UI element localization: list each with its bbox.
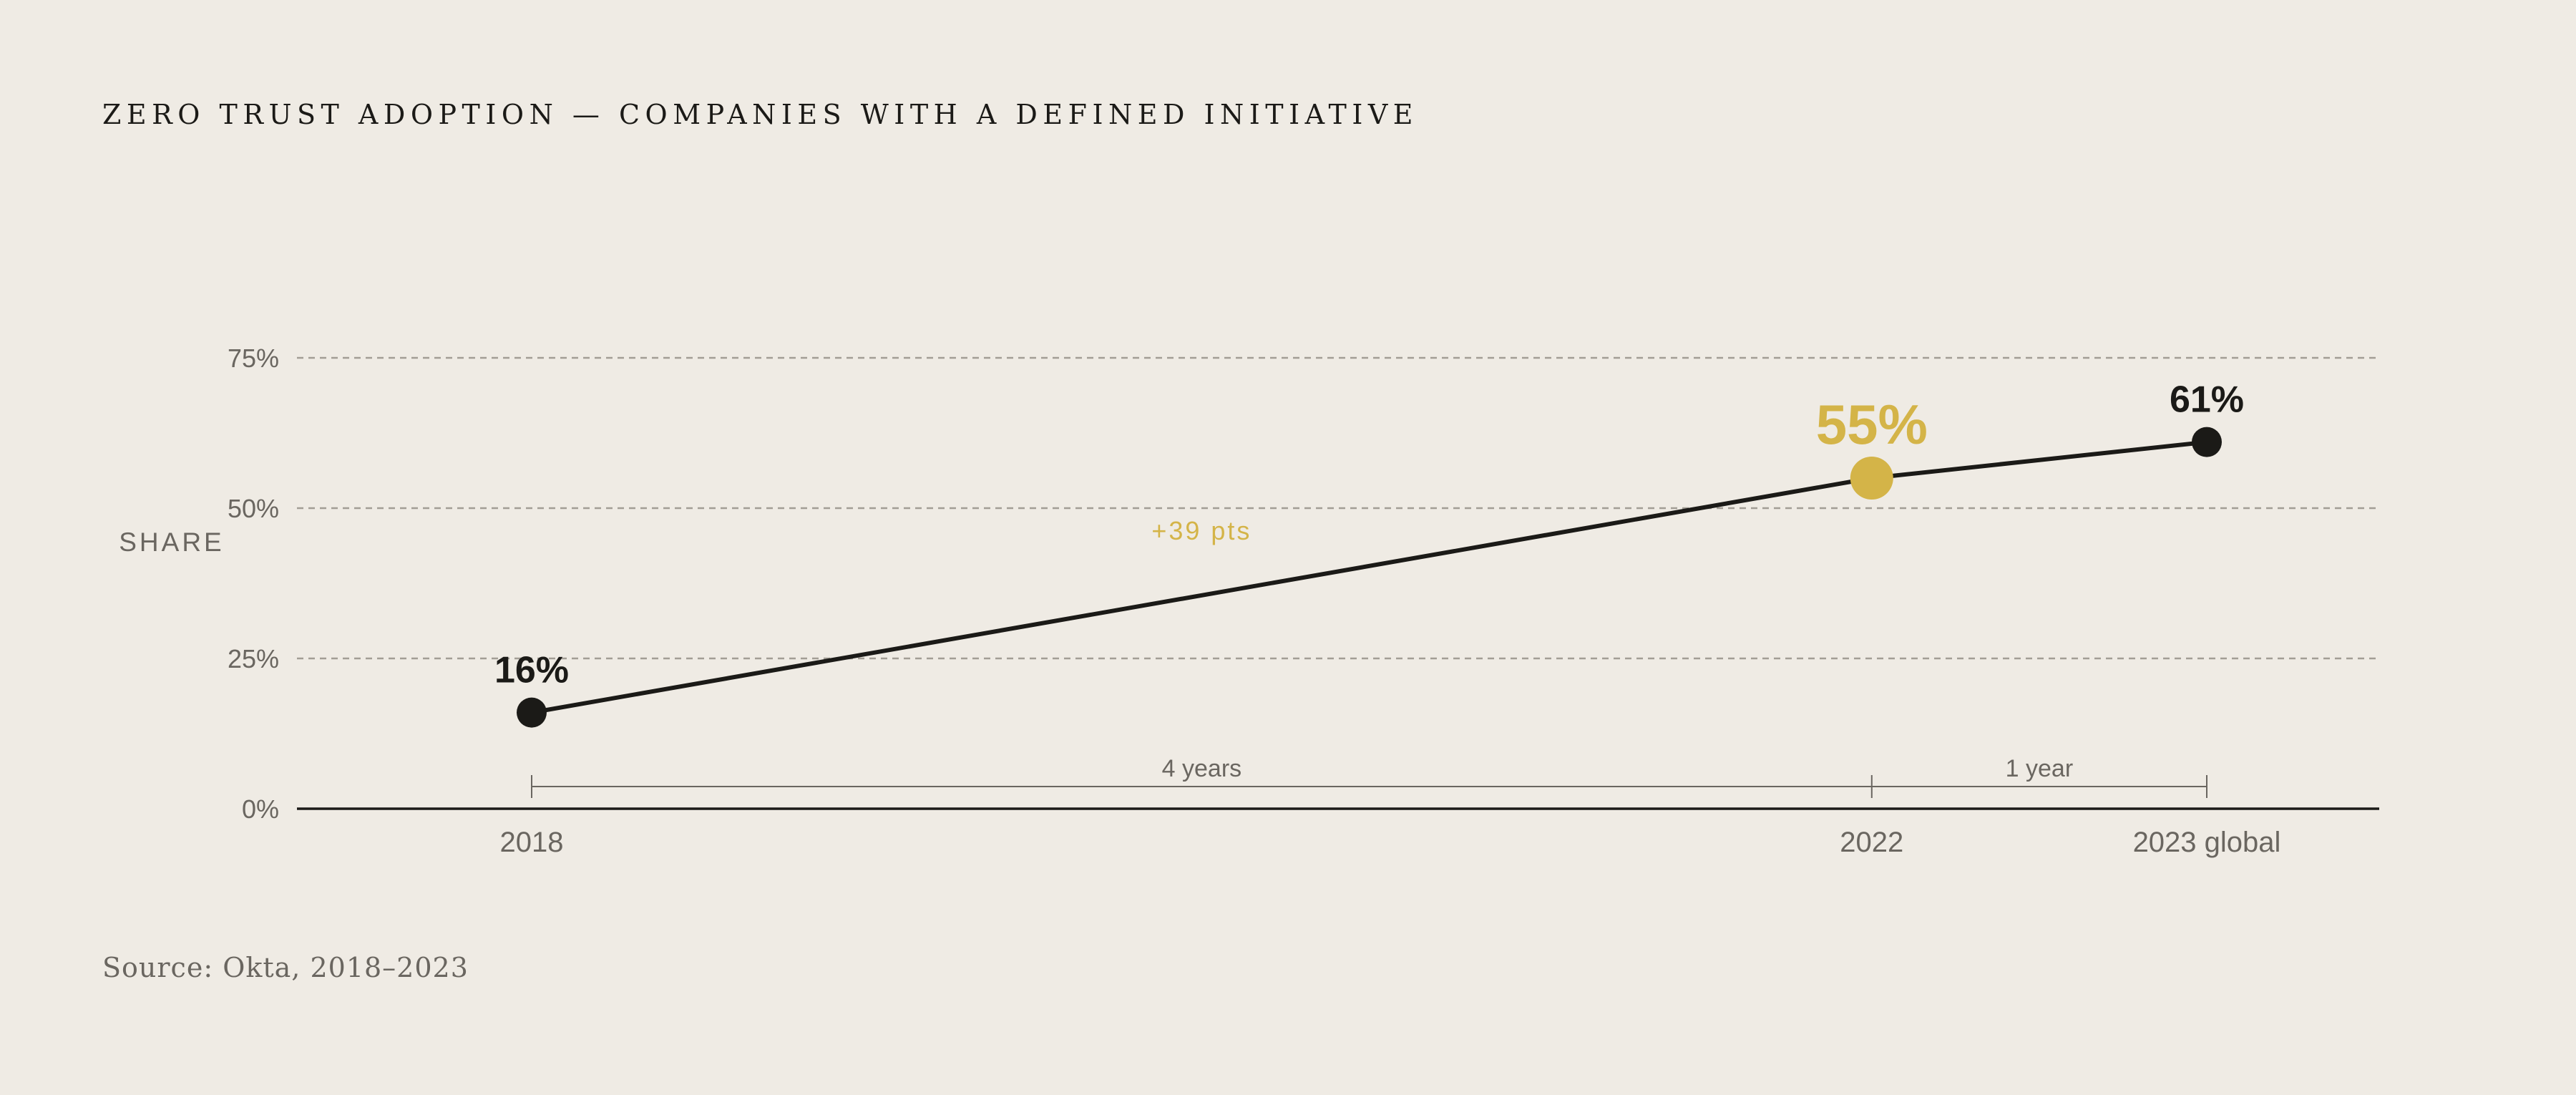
data-point <box>2192 427 2222 457</box>
data-label: 16% <box>494 650 569 691</box>
data-label: 61% <box>2170 379 2244 421</box>
y-tick-label: 25% <box>228 644 279 673</box>
y-tick-label: 50% <box>228 494 279 523</box>
delta-annotation: +39 pts <box>1151 516 1252 545</box>
data-point <box>1850 457 1893 500</box>
data-label: 55% <box>1816 393 1928 456</box>
interval-label: 1 year <box>2006 755 2074 782</box>
y-tick-label: 75% <box>228 344 279 373</box>
series-line <box>531 439 2207 715</box>
chart-title: ZERO TRUST ADOPTION — COMPANIES WITH A D… <box>102 99 1419 130</box>
x-tick-label: 2018 <box>500 827 564 858</box>
x-tick-label: 2023 global <box>2133 827 2281 858</box>
data-point <box>517 697 547 728</box>
interval-label: 4 years <box>1162 755 1242 782</box>
x-tick-label: 2022 <box>1840 827 1903 858</box>
source-note: Source: Okta, 2018–2023 <box>102 952 469 983</box>
y-tick-label: 0% <box>242 794 279 824</box>
y-axis-title: SHARE <box>119 527 224 557</box>
